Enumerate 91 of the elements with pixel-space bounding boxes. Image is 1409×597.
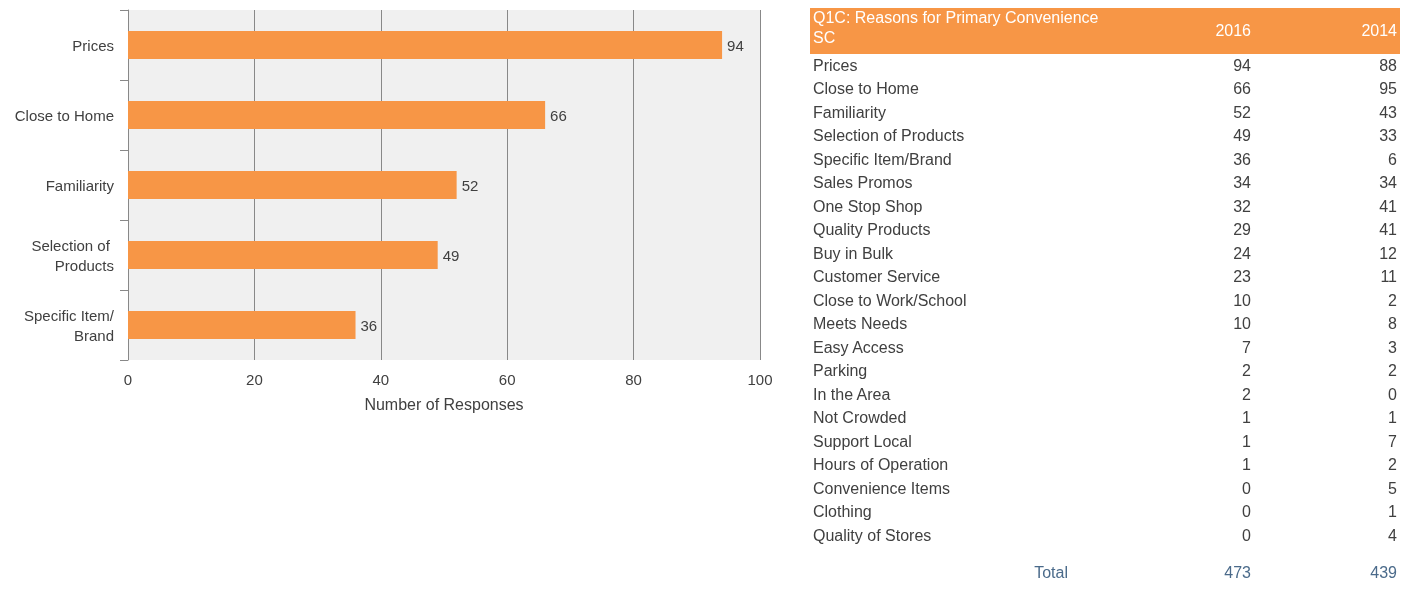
data-label: 0	[1241, 525, 1252, 546]
category-label: Close to Work/School	[812, 290, 968, 311]
data-label: 1	[1241, 431, 1252, 452]
bar	[128, 31, 723, 59]
text: 439	[1370, 563, 1397, 581]
data-label: 41	[1378, 196, 1398, 217]
data-label: 23	[1232, 267, 1252, 288]
data-label: 33	[1378, 126, 1398, 147]
x-tick-label: 20	[246, 371, 263, 388]
data-label: 41	[1378, 220, 1398, 241]
category-label: Customer Service	[812, 267, 942, 288]
category-label: Quality of Stores	[812, 525, 933, 546]
data-label: 11	[1379, 267, 1398, 288]
data-label: 7	[1241, 337, 1252, 358]
bar	[128, 241, 438, 269]
x-tick-label: 80	[625, 371, 642, 388]
text: 473	[1224, 563, 1251, 581]
bar	[128, 311, 356, 339]
category-label: Meets Needs	[812, 314, 909, 335]
data-label: 52	[1232, 102, 1252, 123]
data-label: 0	[1241, 478, 1252, 499]
data-label: 10	[1232, 314, 1252, 335]
data-label: 1	[1241, 408, 1252, 429]
data-label: 95	[1378, 79, 1398, 100]
category-label: In the Area	[812, 384, 892, 405]
data-label: 7	[1387, 431, 1398, 452]
category-label: Quality Products	[812, 220, 932, 241]
y-tick-label: Selection of Products	[31, 236, 114, 274]
data-label: 88	[1378, 55, 1398, 76]
data-label: 1	[1387, 408, 1398, 429]
data-label: 4	[1387, 525, 1398, 546]
category-label: Clothing	[812, 502, 873, 523]
bar	[128, 101, 546, 129]
data-label: 0	[1241, 502, 1252, 523]
bar	[128, 171, 457, 199]
category-label: One Stop Shop	[812, 196, 924, 217]
text: 2014	[1254, 8, 1400, 54]
category-label: Close to Home	[812, 79, 920, 100]
data-label: 94	[727, 36, 744, 54]
data-label: 36	[1232, 149, 1252, 170]
data-label: 34	[1232, 173, 1252, 194]
category-label: Parking	[812, 361, 869, 382]
data-label: 2	[1387, 290, 1398, 311]
data-label: 1	[1241, 455, 1252, 476]
category-label: Prices	[812, 55, 859, 76]
y-tick-label: Prices	[72, 36, 114, 54]
data-label: 2	[1387, 455, 1398, 476]
category-label: Sales Promos	[812, 173, 914, 194]
category-label: Easy Access	[812, 337, 905, 358]
data-label: 32	[1232, 196, 1252, 217]
x-tick-label: 0	[123, 371, 133, 388]
data-label: 24	[1232, 243, 1252, 264]
data-label: 29	[1232, 220, 1252, 241]
category-label: Support Local	[812, 431, 913, 452]
data-label: 0	[1387, 384, 1398, 405]
category-label: Specific Item/Brand	[812, 149, 953, 170]
data-label: 2	[1241, 384, 1252, 405]
x-axis-title: Number of Responses	[364, 395, 524, 413]
data-label: 5	[1387, 478, 1398, 499]
x-tick-label: 60	[498, 371, 516, 388]
data-label: 49	[442, 246, 460, 264]
data-label: 66	[550, 106, 567, 124]
data-label: 1	[1387, 502, 1398, 523]
text: 2016	[1108, 8, 1254, 54]
x-tick-label: 40	[372, 371, 390, 388]
y-tick-label: Familiarity	[45, 176, 115, 194]
data-label: 6	[1387, 149, 1398, 170]
data-label: 52	[461, 176, 479, 194]
x-tick-label: 100	[747, 371, 773, 388]
category-label: Selection of Products	[812, 126, 966, 147]
data-label: 43	[1378, 102, 1398, 123]
text: Q1C: Reasons for Primary Convenience SC	[810, 8, 1108, 54]
data-label: 36	[360, 316, 378, 334]
y-tick-label: Close to Home	[14, 106, 114, 124]
category-label: Convenience Items	[812, 478, 951, 499]
category-label: Not Crowded	[812, 408, 908, 429]
data-label: 3	[1387, 337, 1398, 358]
data-label: 12	[1378, 243, 1398, 264]
category-label: Familiarity	[812, 102, 887, 123]
data-label: 49	[1232, 126, 1252, 147]
category-label: Buy in Bulk	[812, 243, 895, 264]
data-label: 66	[1232, 79, 1252, 100]
data-label: 34	[1378, 173, 1398, 194]
text: Total	[1033, 562, 1069, 582]
data-label: 2	[1241, 361, 1252, 382]
data-label: 8	[1387, 314, 1398, 335]
data-label: 94	[1232, 55, 1252, 76]
data-label: 2	[1387, 361, 1398, 382]
y-tick-label: Specific Item/Brand	[23, 306, 115, 344]
category-label: Hours of Operation	[812, 455, 950, 476]
data-label: 10	[1232, 290, 1252, 311]
